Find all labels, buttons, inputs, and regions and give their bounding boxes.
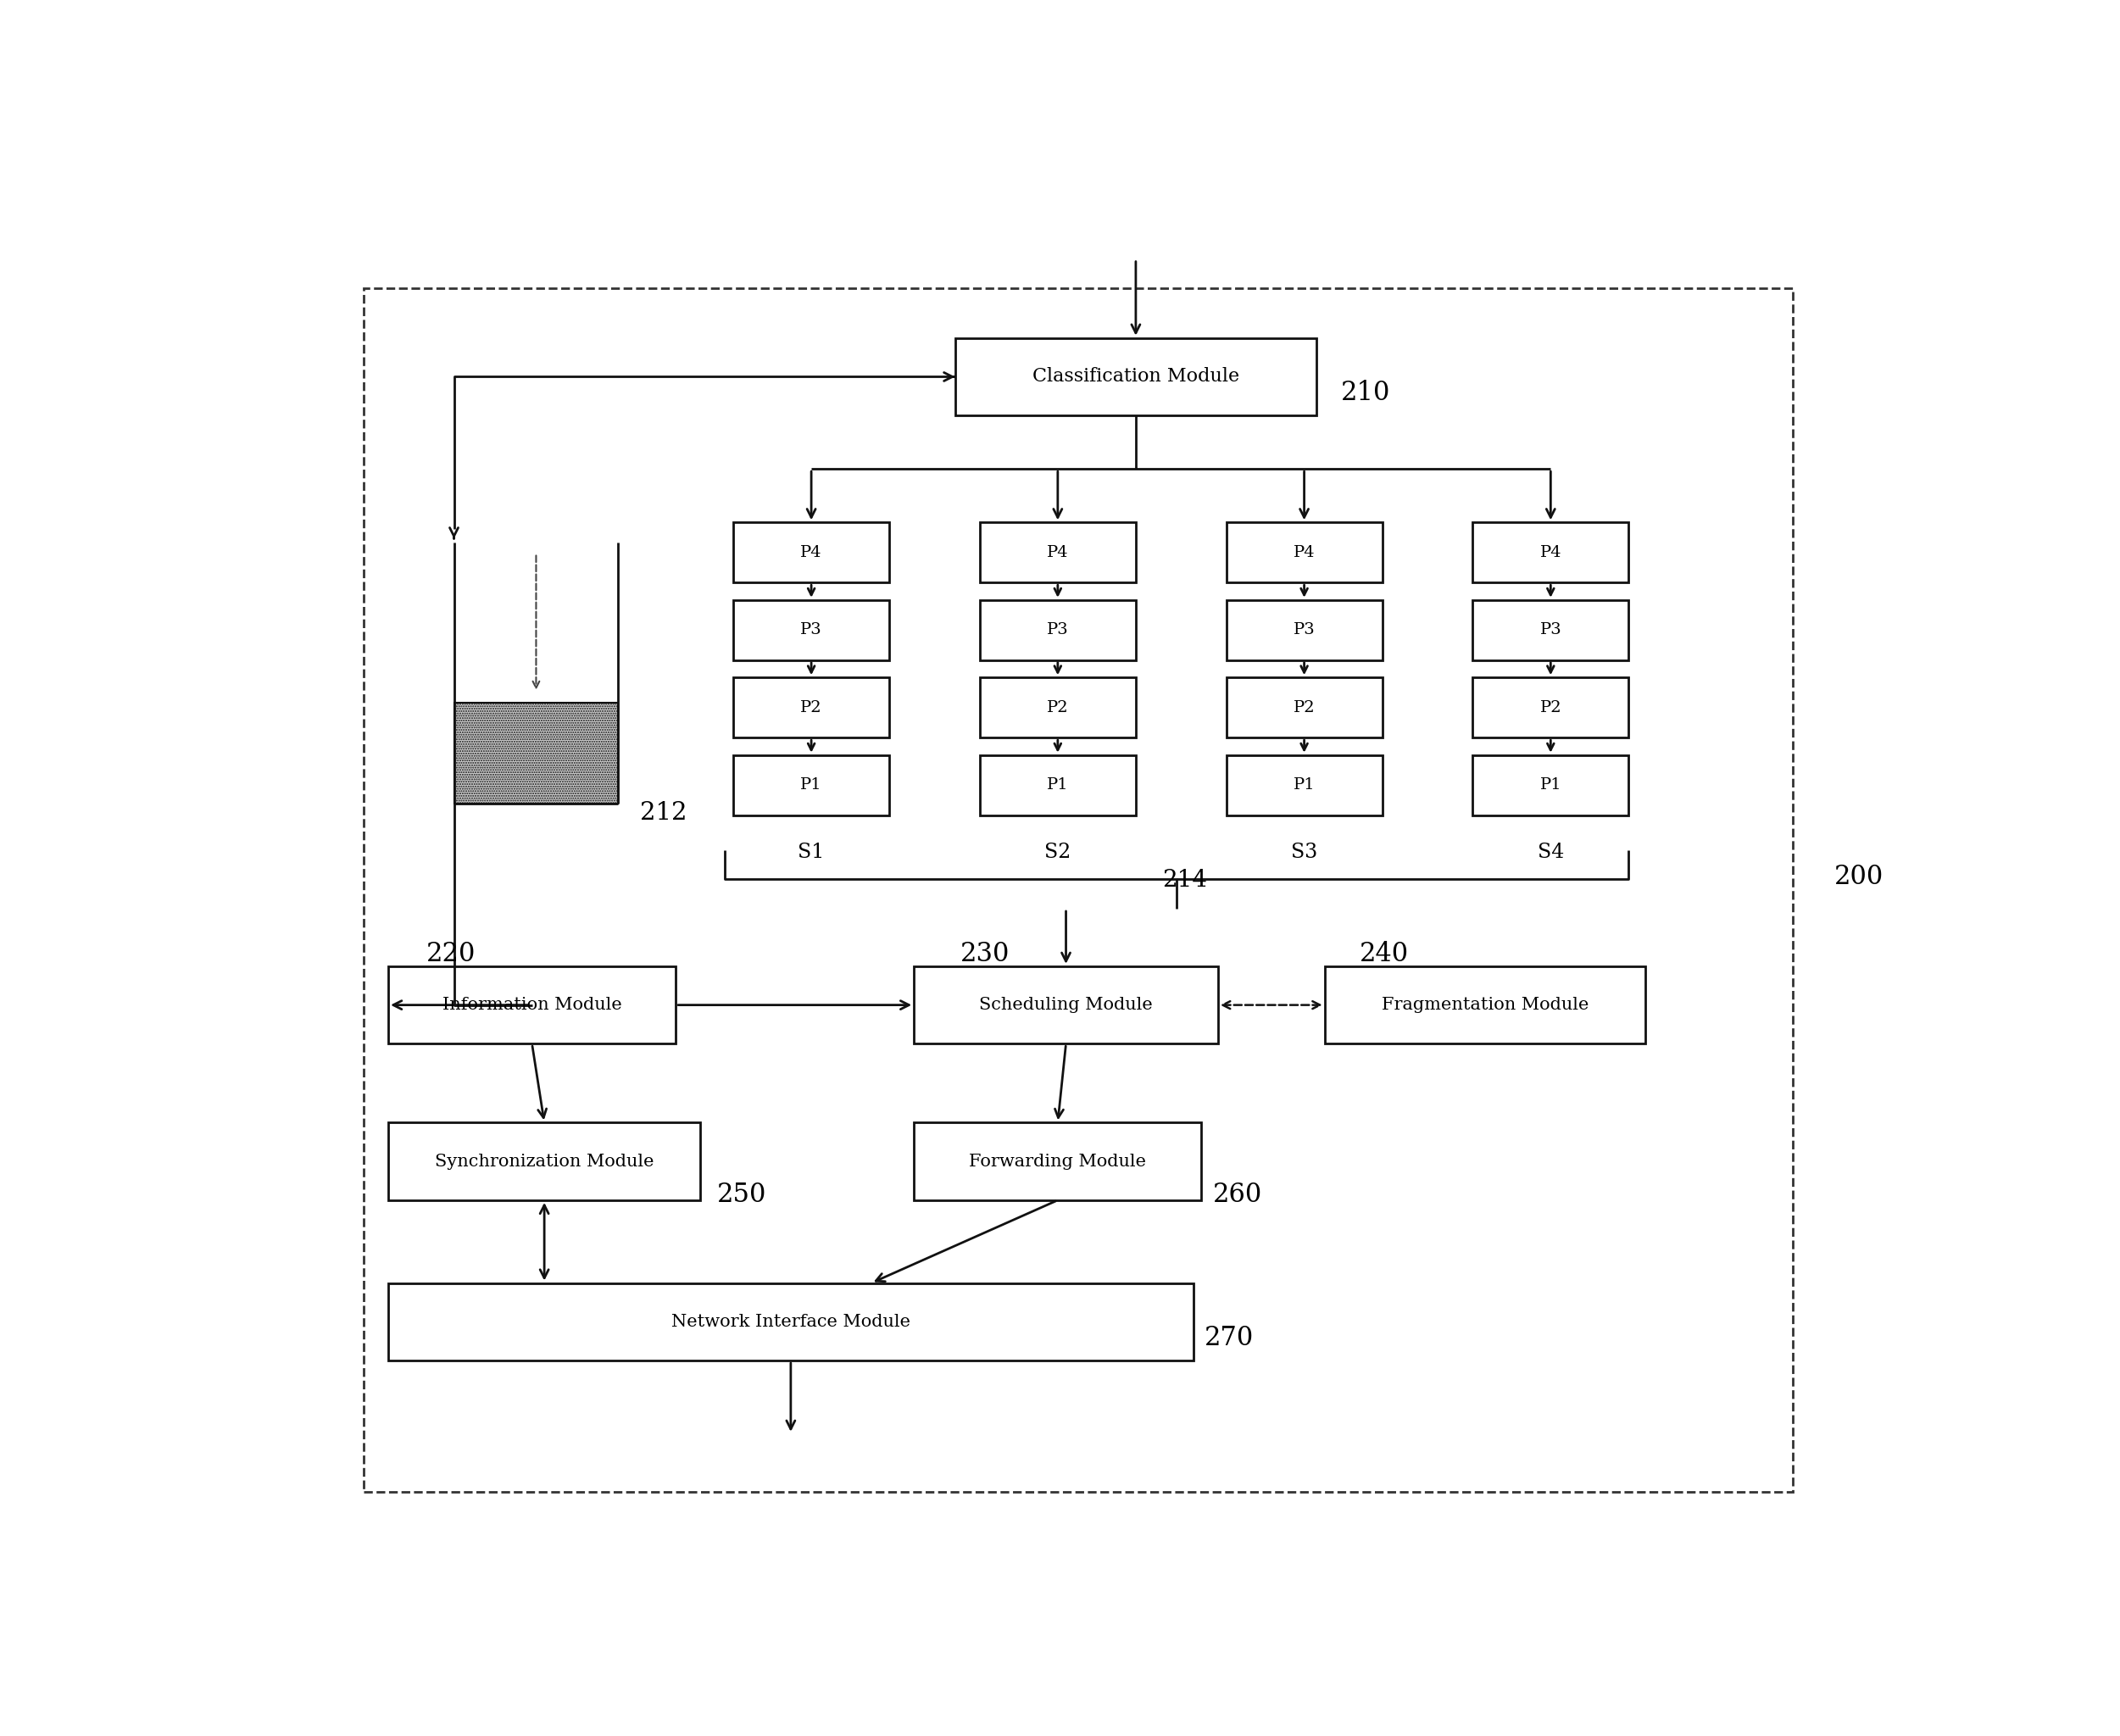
Text: P3: P3	[1293, 623, 1314, 637]
FancyBboxPatch shape	[734, 523, 890, 583]
Text: S1: S1	[797, 844, 825, 863]
Text: Forwarding Module: Forwarding Module	[969, 1153, 1147, 1170]
Text: 270: 270	[1204, 1325, 1255, 1351]
Text: S3: S3	[1291, 844, 1317, 863]
Text: P2: P2	[1047, 700, 1068, 715]
Text: Scheduling Module: Scheduling Module	[979, 996, 1153, 1014]
FancyBboxPatch shape	[1473, 601, 1628, 660]
Text: P4: P4	[1293, 545, 1314, 561]
Text: P1: P1	[801, 778, 823, 793]
Text: 260: 260	[1213, 1182, 1261, 1208]
Text: P4: P4	[1047, 545, 1068, 561]
Text: P1: P1	[1293, 778, 1314, 793]
Text: 220: 220	[426, 941, 475, 967]
Text: P2: P2	[801, 700, 823, 715]
FancyBboxPatch shape	[914, 1123, 1202, 1200]
FancyBboxPatch shape	[365, 288, 1794, 1491]
Text: 250: 250	[717, 1182, 765, 1208]
FancyBboxPatch shape	[1473, 523, 1628, 583]
Text: P1: P1	[1539, 778, 1562, 793]
Text: S4: S4	[1537, 844, 1565, 863]
FancyBboxPatch shape	[1225, 677, 1382, 738]
FancyBboxPatch shape	[1225, 523, 1382, 583]
FancyBboxPatch shape	[1473, 755, 1628, 816]
FancyBboxPatch shape	[1325, 967, 1645, 1043]
FancyBboxPatch shape	[388, 1123, 700, 1200]
Text: P1: P1	[1047, 778, 1068, 793]
Text: Synchronization Module: Synchronization Module	[435, 1153, 653, 1170]
Text: 200: 200	[1834, 863, 1883, 891]
FancyBboxPatch shape	[954, 339, 1317, 415]
Text: Network Interface Module: Network Interface Module	[672, 1314, 909, 1330]
FancyBboxPatch shape	[979, 755, 1136, 816]
Text: 214: 214	[1162, 870, 1208, 892]
FancyBboxPatch shape	[979, 601, 1136, 660]
Text: S2: S2	[1045, 844, 1071, 863]
FancyBboxPatch shape	[1225, 601, 1382, 660]
Text: P3: P3	[1047, 623, 1068, 637]
Text: P2: P2	[1293, 700, 1314, 715]
Text: P3: P3	[1539, 623, 1562, 637]
FancyBboxPatch shape	[1225, 755, 1382, 816]
Text: P4: P4	[1539, 545, 1562, 561]
FancyBboxPatch shape	[388, 1283, 1194, 1361]
Text: Information Module: Information Module	[443, 996, 621, 1014]
Text: Fragmentation Module: Fragmentation Module	[1382, 996, 1588, 1014]
FancyBboxPatch shape	[734, 755, 890, 816]
Text: 230: 230	[960, 941, 1009, 967]
Text: P4: P4	[801, 545, 823, 561]
FancyBboxPatch shape	[734, 601, 890, 660]
FancyBboxPatch shape	[979, 677, 1136, 738]
FancyBboxPatch shape	[388, 967, 676, 1043]
Bar	[454, 703, 619, 804]
FancyBboxPatch shape	[914, 967, 1219, 1043]
Text: P2: P2	[1539, 700, 1562, 715]
Text: P3: P3	[801, 623, 823, 637]
Text: 240: 240	[1359, 941, 1408, 967]
Text: Classification Module: Classification Module	[1032, 368, 1240, 385]
FancyBboxPatch shape	[734, 677, 890, 738]
FancyBboxPatch shape	[1473, 677, 1628, 738]
Text: 210: 210	[1342, 380, 1391, 406]
FancyBboxPatch shape	[979, 523, 1136, 583]
Text: 212: 212	[640, 800, 687, 825]
